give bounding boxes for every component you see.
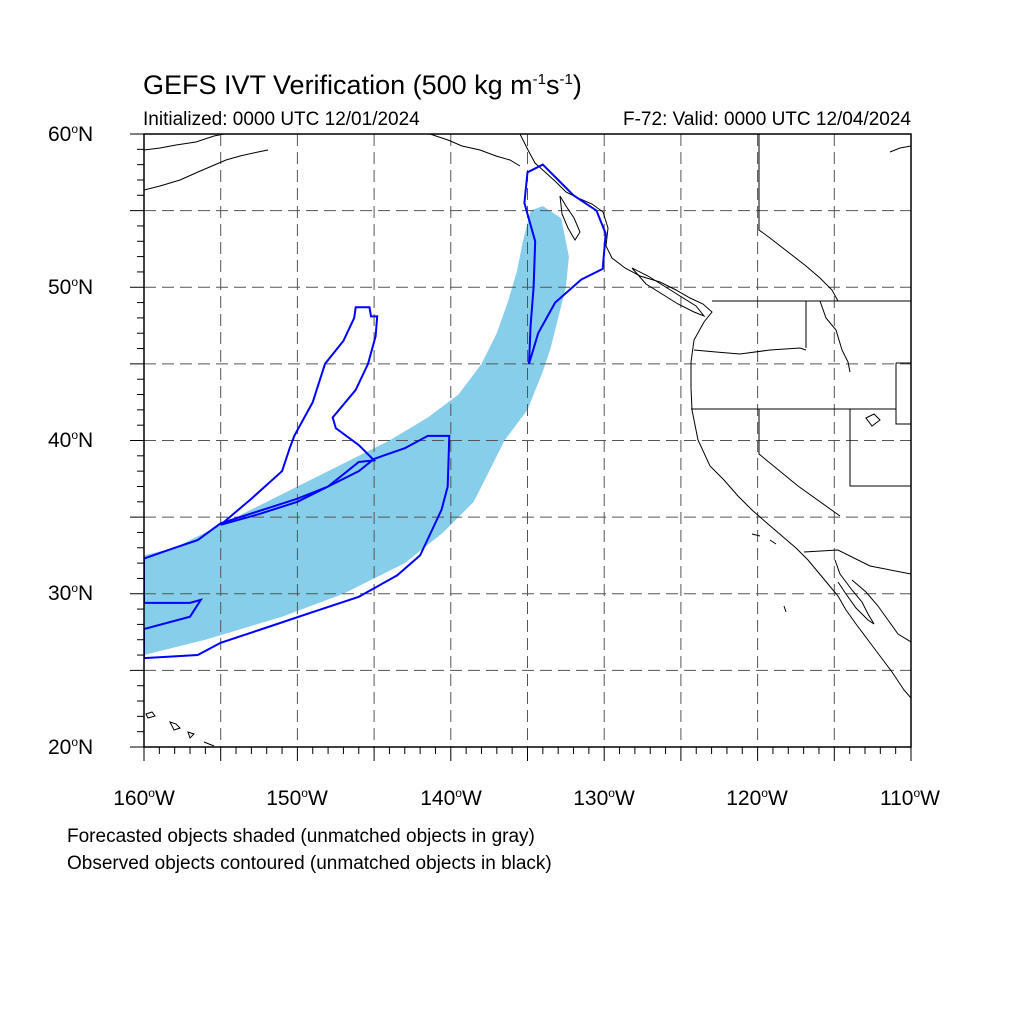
observed-ivt-object-2 [220,306,379,526]
lat-label-20: 20oN [48,735,94,759]
border-ut-wy [895,362,911,425]
title-close: ) [572,70,582,100]
lon-label-120: 120oW [726,786,788,810]
observed-legend-note: Observed objects contoured (unmatched ob… [67,853,552,874]
observed-ivt-object-1 [144,434,451,660]
lat-label-40: 40oN [48,428,94,452]
lat-label-60: 60oN [48,122,94,146]
valid-time-label: F-72: Valid: 0000 UTC 12/04/2024 [623,109,911,130]
forecast-ivt-object [144,206,569,655]
coastline-channel-islands [751,533,787,613]
lon-label-160: 160oW [113,786,175,810]
observed-ivt-object-3 [523,163,607,365]
lon-label-110: 110oW [880,786,940,810]
coastline-alaska-3 [429,134,521,167]
border-ca-nv [758,409,841,517]
title-unit-s: s [546,70,560,100]
border-nv-ut [849,409,911,487]
chart-title: GEFS IVT Verification (500 kg m-1s-1) [143,70,582,101]
forecast-legend-note: Forecasted objects shaded (unmatched obj… [67,826,535,847]
coastline-alaska [144,134,225,151]
title-main: GEFS IVT Verification (500 kg m [143,70,533,100]
title-exponent-1: -1 [532,71,546,88]
great-salt-lake [865,413,881,427]
coastline-west-coast [519,134,911,699]
border-wa-or [693,347,807,355]
border-idaho-montana [819,300,851,373]
graticule [144,134,911,747]
coastline-hawaii [145,711,215,747]
coastline-vancouver-island [631,267,706,318]
lat-label-50: 50oN [48,275,94,299]
initialized-label: Initialized: 0000 UTC 12/01/2024 [143,109,420,130]
observed-objects-layer [144,163,607,660]
coastline-alaska-2 [144,149,269,191]
lon-label-150: 150oW [266,786,328,810]
axis-ticks [130,133,912,761]
lat-label-30: 30oN [48,581,94,605]
lon-label-130: 130oW [573,786,635,810]
title-exponent-2: -1 [559,71,573,88]
coastline-baja [834,559,875,625]
border-bc-alberta [758,134,839,302]
border-us-mexico [803,549,911,575]
lon-label-140: 140oW [420,786,482,810]
coastline-haida-gwaii [559,195,581,241]
coastline-hudson [889,145,911,153]
forecast-objects-layer [144,206,569,655]
coastline-gulf-east [851,579,911,643]
coastlines-and-borders [144,134,911,747]
